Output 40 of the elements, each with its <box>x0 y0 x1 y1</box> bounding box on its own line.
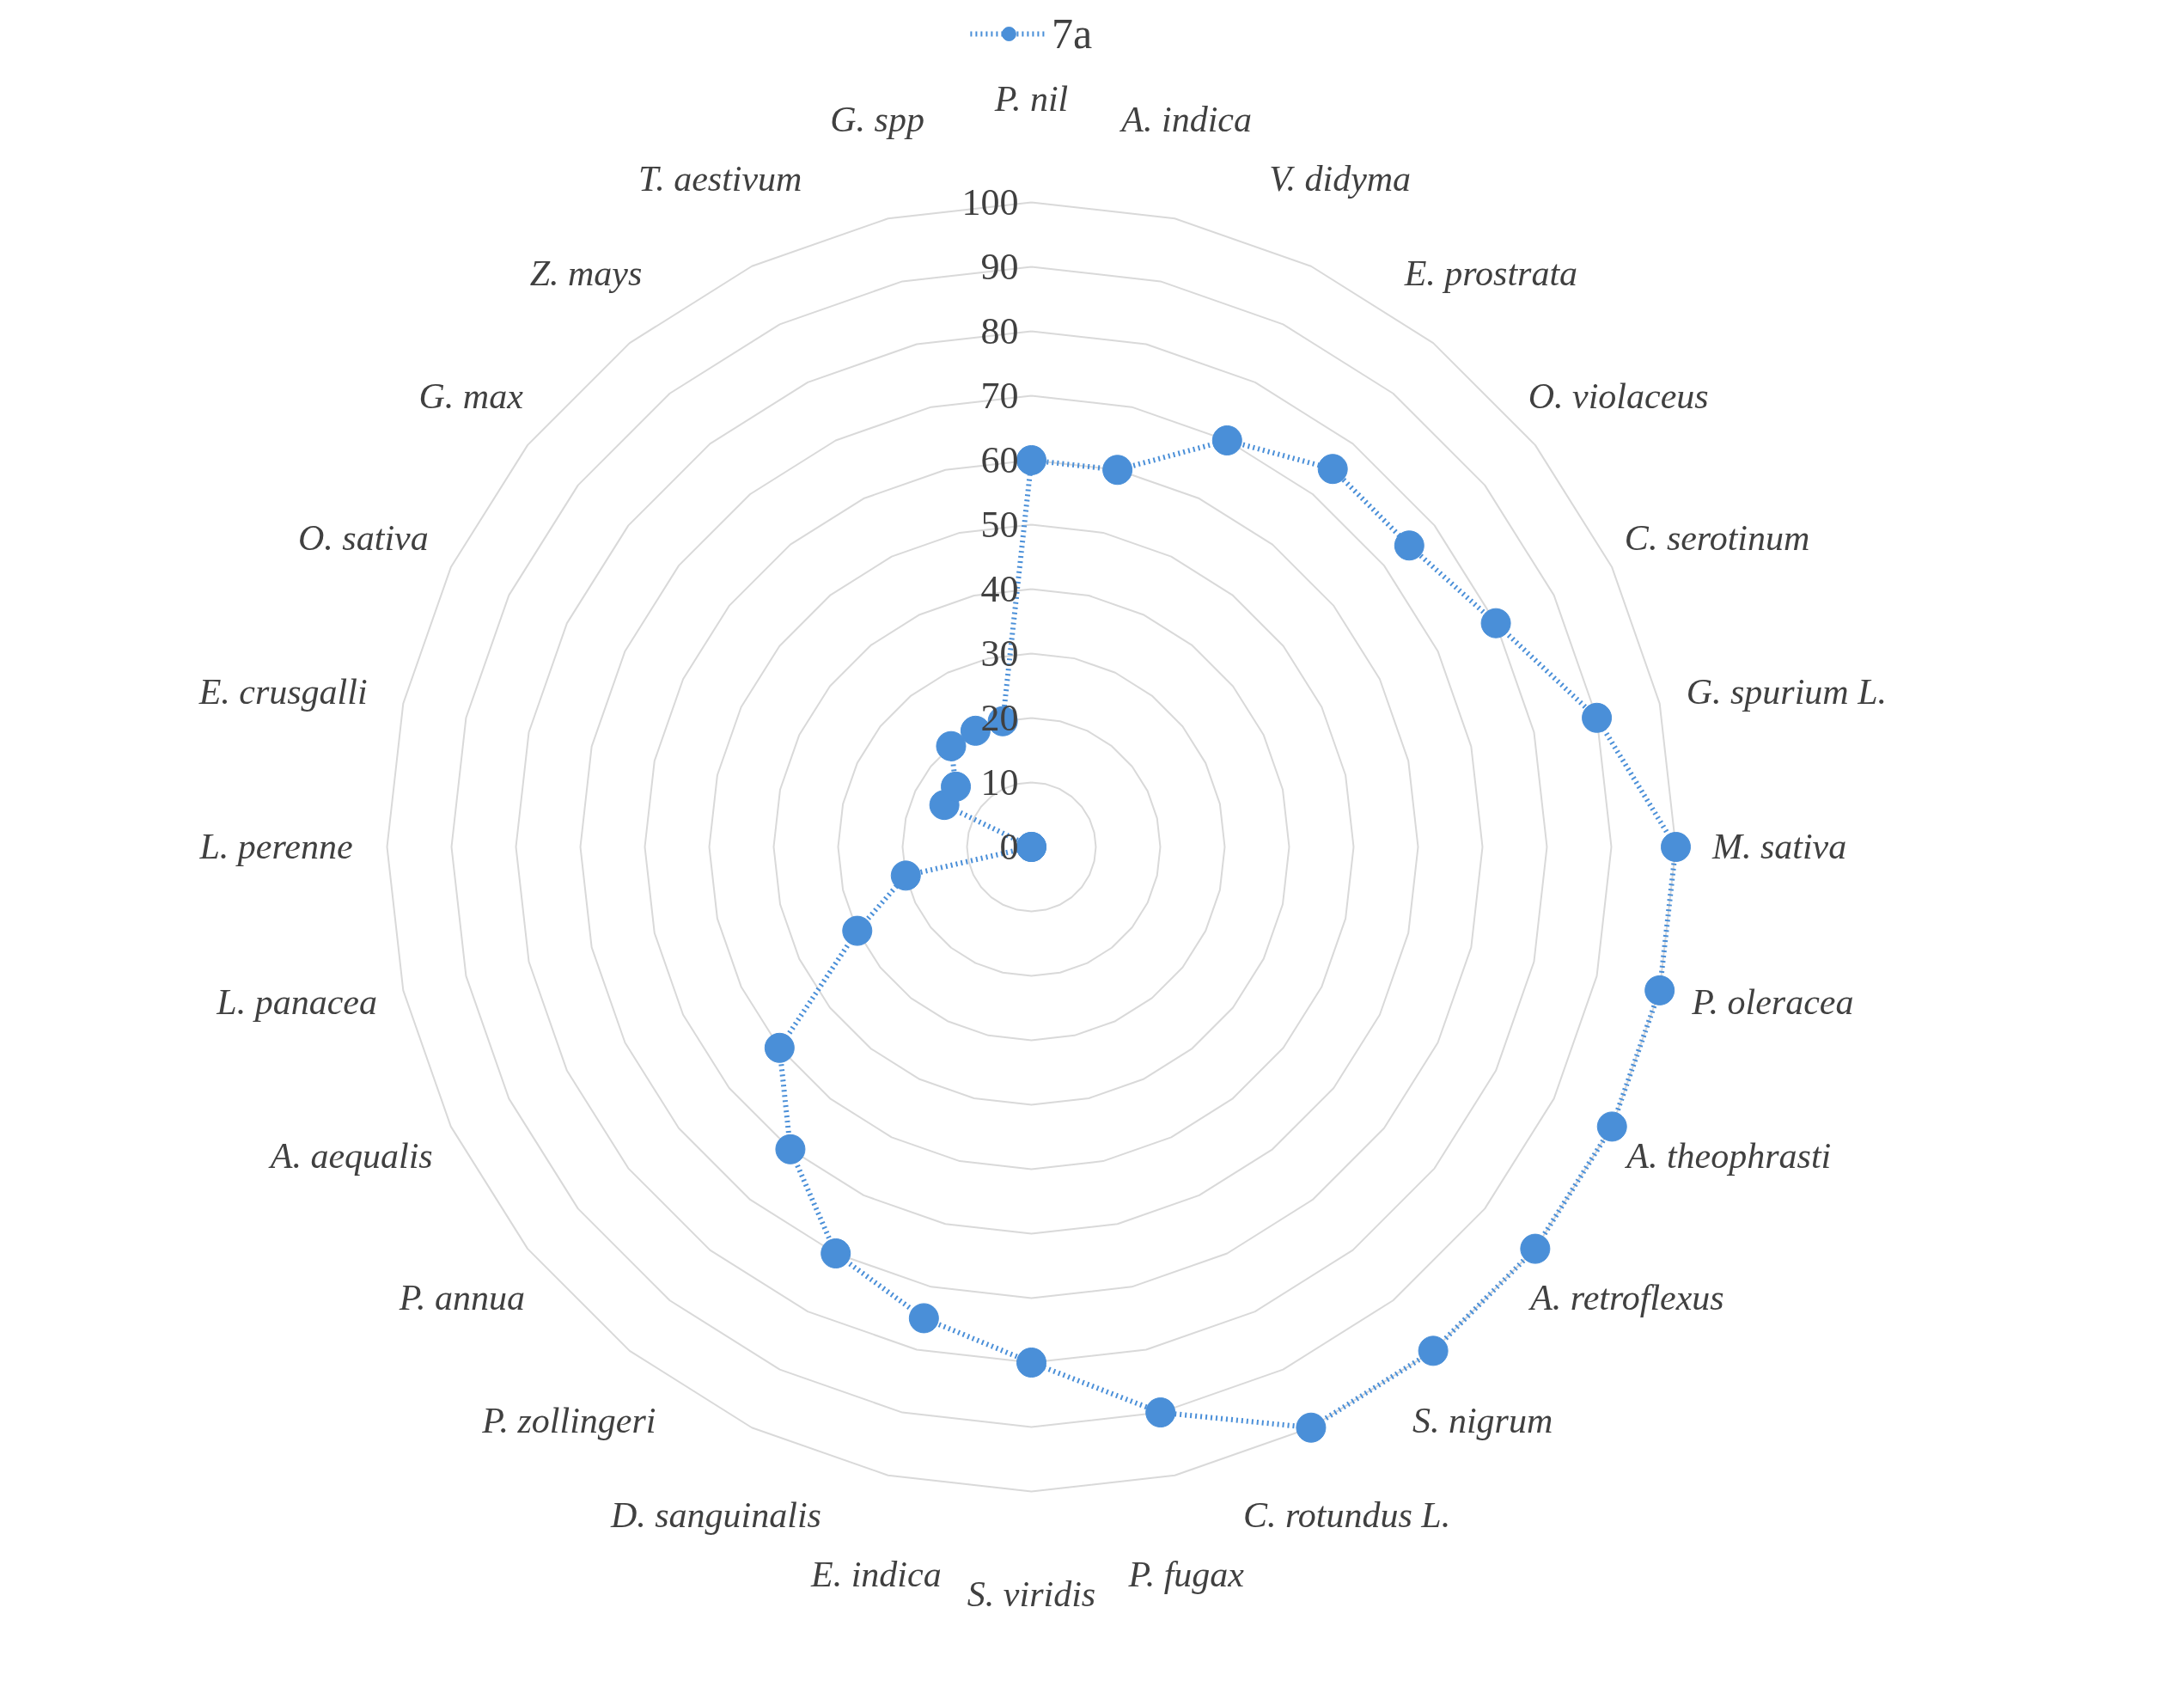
spoke-label: G. spp <box>830 100 924 140</box>
spoke-label: E. prostrata <box>1403 254 1578 294</box>
y-tick-label: 60 <box>980 438 1019 481</box>
spoke-label: E. crusgalli <box>198 671 368 712</box>
y-tick-label: 80 <box>980 309 1019 352</box>
spoke-label: S. nigrum <box>1412 1400 1553 1440</box>
spoke-label: S. viridis <box>967 1574 1096 1615</box>
spoke-label: Z. mays <box>529 254 643 294</box>
spoke-label: A. indica <box>1119 100 1252 140</box>
spoke-label: P. oleracea <box>1691 982 1854 1023</box>
y-tick-label: 0 <box>999 825 1019 868</box>
y-tick-label: 40 <box>980 567 1019 610</box>
spoke-label: G. max <box>418 376 524 416</box>
y-tick-label: 90 <box>980 245 1019 288</box>
spoke-label: A. aequalis <box>267 1135 433 1176</box>
spoke-label: O. violaceus <box>1528 376 1709 416</box>
legend-label: 7a <box>1051 9 1093 58</box>
spoke-label: E. indica <box>810 1554 942 1594</box>
spoke-label: L. panacea <box>216 982 377 1023</box>
spoke-label: P. zollingeri <box>481 1400 656 1440</box>
spoke-label: G. spurium L. <box>1686 671 1888 712</box>
spoke-label: P. nil <box>993 79 1069 119</box>
spoke-label: O. sativa <box>298 518 429 559</box>
y-tick-label: 30 <box>980 632 1019 675</box>
spoke-label: T. aestivum <box>638 159 802 199</box>
spoke-label: C. rotundus L. <box>1242 1494 1451 1535</box>
spoke-label: C. serotinum <box>1624 518 1810 559</box>
spoke-label: M. sativa <box>1711 827 1847 867</box>
spoke-label: A. retroflexus <box>1528 1278 1724 1318</box>
spoke-label: P. fugax <box>1127 1554 1245 1594</box>
spoke-label: L. perenne <box>198 827 353 867</box>
y-tick-label: 20 <box>980 696 1019 739</box>
spoke-label: A. theophrasti <box>1624 1135 1832 1176</box>
spoke-label: D. sanguinalis <box>609 1494 821 1535</box>
y-tick-label: 50 <box>980 503 1019 546</box>
y-tick-label: 70 <box>980 374 1019 417</box>
y-tick-label: 100 <box>961 180 1019 223</box>
spoke-label: P. annua <box>398 1278 525 1318</box>
spoke-label: V. didyma <box>1269 159 1412 199</box>
y-tick-label: 10 <box>980 761 1019 804</box>
